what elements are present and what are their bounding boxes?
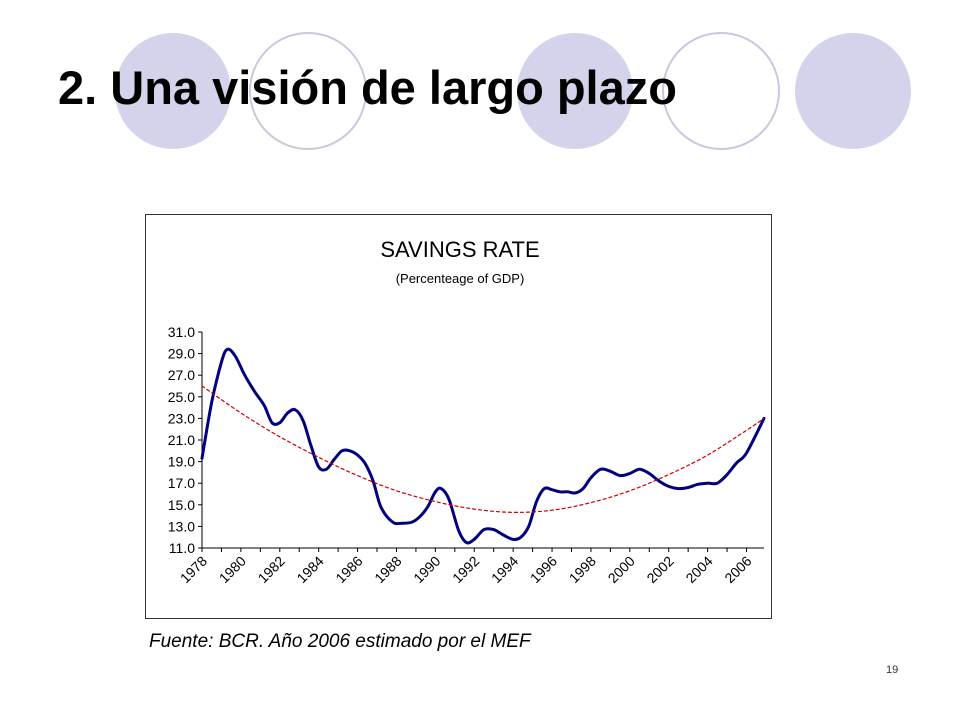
savings-rate-chart: SAVINGS RATE (Percenteage of GDP) 11.0 13.0… xyxy=(168,237,766,586)
x-tick-label: 1980 xyxy=(216,553,249,586)
y-tick-label: 29.0 xyxy=(168,346,195,362)
series-line-actual xyxy=(200,347,766,545)
x-tick-label: 2006 xyxy=(721,553,754,586)
y-tick-label: 15.0 xyxy=(168,497,195,513)
y-tick-label: 27.0 xyxy=(168,367,195,383)
x-tick-label: 1994 xyxy=(488,553,521,586)
x-tick-label: 1986 xyxy=(332,553,365,586)
x-tick-label: 1978 xyxy=(177,553,210,586)
y-tick-label: 17.0 xyxy=(168,475,195,491)
x-tick-label: 1996 xyxy=(527,553,560,586)
decorative-circles xyxy=(115,32,911,150)
deco-circle-outline-2 xyxy=(662,32,780,150)
y-tick-label: 11.0 xyxy=(169,540,195,556)
deco-circle-filled-1 xyxy=(115,33,231,149)
chart-title: SAVINGS RATE xyxy=(380,237,539,262)
page-number: 19 xyxy=(886,664,899,676)
deco-circle-outline-1 xyxy=(249,32,367,150)
y-tick-label: 25.0 xyxy=(168,389,195,405)
y-tick-label: 21.0 xyxy=(168,432,195,448)
series-line-trend xyxy=(201,385,765,514)
x-tick-label: 1988 xyxy=(371,553,404,586)
x-tick-label: 1984 xyxy=(293,553,326,586)
x-tick-label: 2002 xyxy=(643,553,676,586)
y-tick-label: 23.0 xyxy=(168,410,195,426)
x-tick-label: 1992 xyxy=(449,553,482,586)
chart-subtitle: (Percenteage of GDP) xyxy=(396,271,525,286)
deco-circle-filled-3 xyxy=(795,33,911,149)
chart-frame: SAVINGS RATE (Percenteage of GDP) 11.0 13.0… xyxy=(145,214,772,619)
x-tick-label: 1998 xyxy=(566,553,599,586)
slide-title: 2. Una visión de largo plazo xyxy=(58,61,677,114)
source-note: Fuente: BCR. Año 2006 estimado por el ME… xyxy=(149,631,531,652)
x-tick-label: 1990 xyxy=(410,553,443,586)
y-tick-label: 19.0 xyxy=(168,454,195,470)
x-tick-label: 2004 xyxy=(682,553,715,586)
x-tick-label: 1982 xyxy=(255,553,288,586)
y-tick-label: 13.0 xyxy=(168,518,195,534)
x-tick-label: 2000 xyxy=(605,553,638,586)
y-tick-label: 31.0 xyxy=(168,324,195,340)
deco-circle-filled-2 xyxy=(517,33,633,149)
